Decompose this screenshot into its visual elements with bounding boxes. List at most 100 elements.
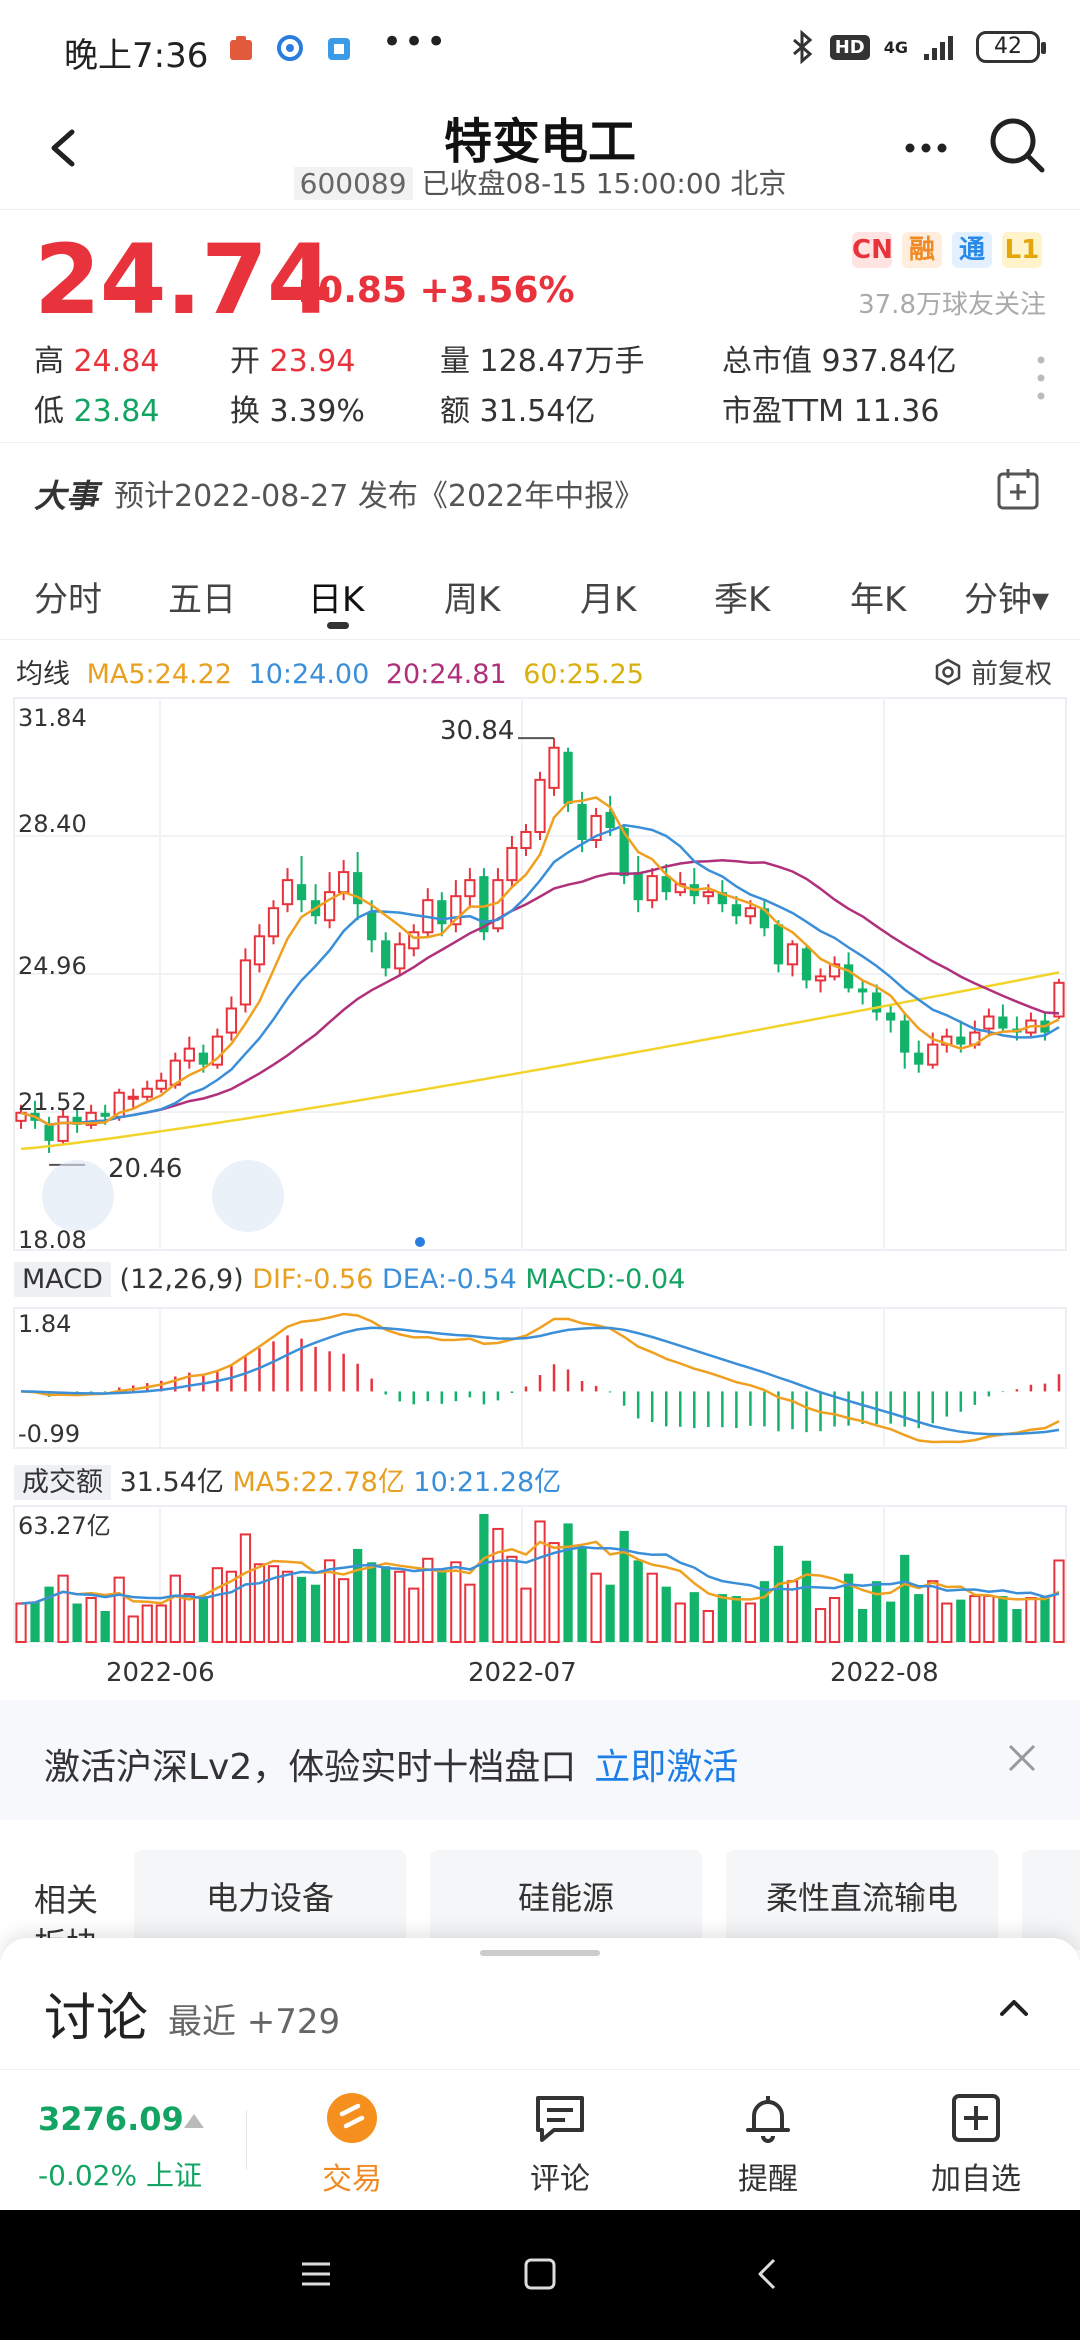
stat-label: 换 [230,394,260,429]
volume-label[interactable]: 成交额 [14,1465,111,1500]
back-icon[interactable] [748,2254,788,2294]
add-watchlist-button[interactable]: 加自选 [906,2090,1046,2198]
candle-up [141,1087,153,1098]
volume-bar-up [422,1557,434,1644]
candle-up [394,943,406,970]
volume-bar-down [914,1594,924,1642]
followers-count[interactable]: 37.8万球友关注 [858,290,1046,320]
volume-bar-up [534,1520,546,1644]
tag-margin[interactable]: 融 [902,232,942,268]
volume-bar-down [72,1603,82,1642]
volume-bar-up [927,1580,939,1644]
event-label: 大事 [34,477,99,515]
tab-yearly-k[interactable]: 年K [850,580,907,620]
candle-down [843,964,854,989]
zoom-bubble [212,1160,284,1232]
alert-button[interactable]: 提醒 [698,2090,838,2198]
tag-cn[interactable]: CN [852,232,893,268]
price-change: +0.85 +3.56% [288,270,575,311]
volume-bar-up [253,1563,266,1644]
index-value[interactable]: 3276.09 [38,2100,184,2138]
y-tick-label: 31.84 [18,704,87,732]
adjust-toggle[interactable]: 前复权 [933,652,1052,691]
alert-label: 提醒 [738,2162,798,2197]
volume-bar-up [464,1583,476,1644]
volume-bar-down [367,1562,377,1642]
volume-bar-down [563,1523,573,1642]
comment-label: 评论 [530,2162,590,2197]
candle-down [661,876,671,893]
sector-chip[interactable]: 电力设备 [134,1850,406,1950]
high-annotation: 30.84 [440,716,515,746]
volume-bar-down [1040,1596,1050,1642]
panel-frame [13,1307,1067,1449]
comment-button[interactable]: 评论 [490,2090,630,2198]
stat-turnover: 换 3.39% [230,386,365,430]
tag-level1[interactable]: L1 [1002,232,1042,268]
candle-down [619,827,629,877]
candle-up [225,1007,238,1034]
index-change[interactable]: -0.02% 上证 [38,2159,202,2192]
y-tick-label: 24.96 [18,952,87,980]
volume-bar-down [801,1560,812,1642]
volume-bar-down [296,1576,307,1642]
active-tab-indicator [327,622,349,629]
tab-intraday[interactable]: 分时 [34,580,102,620]
volume-bar-down [381,1566,391,1642]
ma60-line [20,971,1060,1151]
tab-monthly-k[interactable]: 月K [580,580,637,620]
trade-icon [327,2093,377,2143]
discussion-sheet[interactable]: 讨论 最近 +729 [0,1938,1080,2070]
ma5-line [20,796,1060,1127]
volume-bar-down [689,1592,699,1642]
volume-bar-down [731,1596,742,1642]
activate-link[interactable]: 立即激活 [594,1747,739,1788]
tab-daily-k[interactable]: 日K [308,580,365,620]
bell-icon [746,2096,790,2143]
search-icon[interactable] [982,110,1052,180]
tag-connect[interactable]: 通 [952,232,992,268]
calendar-add-icon[interactable] [994,465,1042,513]
x-tick-label: 2022-07 [468,1658,577,1688]
menu-icon[interactable] [296,2254,336,2294]
index-trend-icon [184,2114,204,2128]
home-icon[interactable] [520,2254,560,2294]
lv2-banner[interactable]: 激活沪深Lv2，体验实时十档盘口 立即激活 [0,1700,1080,1820]
sheet-handle[interactable] [480,1950,600,1956]
sector-chip[interactable]: 柔性直流输电 [726,1850,998,1950]
discussion-count: 最近 +729 [168,2002,341,2042]
ma60-value: 60:25.25 [523,659,644,690]
chevron-up-icon[interactable] [996,1990,1032,2026]
trade-button[interactable]: 交易 [282,2090,422,2198]
candle-down [914,1052,924,1065]
status-time: 晚上7:36 [64,36,209,76]
candle-up [506,847,518,882]
market-tags: CN 融 通 L1 [852,232,1042,268]
stat-volume: 量 128.47万手 [440,336,645,380]
tab-five-day[interactable]: 五日 [168,580,236,620]
macd-label[interactable]: MACD [14,1262,111,1297]
candle-down [857,988,868,993]
event-row[interactable]: 大事 预计2022-08-27 发布《2022年中报》 [0,442,1080,532]
expand-stats-icon[interactable] [1036,354,1046,402]
sector-chip[interactable]: 硅能源 [430,1850,702,1950]
hd-badge: HD [829,34,870,60]
tab-weekly-k[interactable]: 周K [444,580,501,620]
sector-chip-more[interactable] [1022,1850,1080,1950]
stat-high: 高 24.84 [34,336,159,380]
volume-bar-up [57,1574,69,1643]
scroll-left-bubble [42,1160,114,1232]
tab-quarterly-k[interactable]: 季K [714,580,771,620]
tab-minute[interactable]: 分钟▾ [964,580,1050,620]
back-arrow-icon[interactable] [36,118,96,178]
volume-bar-down [900,1554,910,1642]
candle-up [786,943,799,966]
more-icon[interactable] [896,118,956,178]
candle-down [479,876,489,933]
stat-market-cap: 总市值 937.84亿 [722,336,957,380]
candle-down [731,904,742,917]
toolbar-divider [246,2110,247,2170]
kline-chart-panel[interactable]: 均线 MA5:24.22 10:24.00 20:24.81 60:25.25 … [0,640,1080,1700]
close-icon[interactable] [1004,1740,1040,1776]
y-tick-label: 28.40 [18,810,87,838]
